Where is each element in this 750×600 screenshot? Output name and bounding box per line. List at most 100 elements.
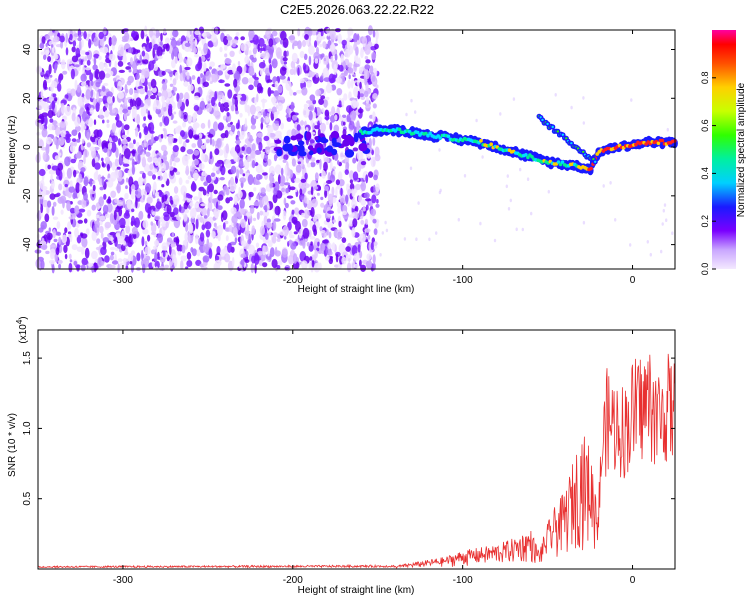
noise-speckle <box>89 107 94 115</box>
noise-speckle <box>235 110 240 115</box>
noise-speckle <box>323 57 327 62</box>
noise-speckle <box>108 53 116 61</box>
faint-speckle <box>570 105 573 110</box>
noise-speckle <box>250 263 254 274</box>
noise-speckle <box>184 66 191 71</box>
noise-speckle <box>154 240 159 246</box>
noise-speckle <box>154 215 161 221</box>
noise-speckle <box>248 77 254 84</box>
noise-speckle <box>74 64 80 68</box>
noise-speckle <box>107 177 114 181</box>
noise-speckle <box>370 242 374 251</box>
noise-speckle <box>60 40 64 49</box>
noise-speckle <box>282 159 287 164</box>
noise-speckle <box>60 103 65 107</box>
noise-speckle <box>183 202 189 210</box>
noise-speckle <box>308 110 313 121</box>
noise-speckle <box>75 152 82 159</box>
noise-speckle <box>314 172 319 182</box>
faint-speckle <box>384 220 387 225</box>
noise-speckle <box>248 84 254 91</box>
noise-speckle <box>173 157 181 163</box>
noise-speckle <box>40 221 47 230</box>
noise-speckle <box>265 117 270 123</box>
noise-speckle <box>352 171 359 181</box>
noise-speckle <box>290 200 296 205</box>
noise-speckle <box>70 88 76 97</box>
noise-speckle <box>142 219 149 229</box>
noise-speckle <box>134 190 139 195</box>
noise-speckle <box>60 59 66 70</box>
noise-speckle <box>289 89 293 96</box>
noise-speckle <box>150 221 154 226</box>
noise-speckle <box>95 202 100 208</box>
noise-speckle <box>258 141 263 152</box>
noise-speckle <box>172 29 179 38</box>
noise-speckle <box>375 183 380 193</box>
noise-speckle <box>109 231 116 236</box>
spectrogram-y-tick-label: -20 <box>22 188 33 203</box>
noise-speckle <box>259 225 265 236</box>
noise-speckle <box>77 37 82 42</box>
noise-speckle <box>320 202 325 208</box>
faint-speckle <box>403 237 407 241</box>
noise-speckle <box>190 247 194 253</box>
noise-speckle <box>74 116 81 127</box>
noise-speckle <box>324 189 328 198</box>
noise-speckle <box>141 249 144 261</box>
noise-speckle <box>83 30 87 40</box>
noise-speckle <box>66 58 74 65</box>
noise-speckle <box>303 209 310 219</box>
noise-speckle <box>52 216 59 220</box>
noise-speckle <box>116 243 123 249</box>
noise-speckle <box>277 102 283 111</box>
noise-speckle <box>211 74 218 83</box>
noise-speckle <box>136 69 143 74</box>
noise-speckle <box>235 32 240 37</box>
noise-speckle <box>57 83 62 92</box>
noise-speckle <box>182 121 187 128</box>
noise-speckle <box>323 55 330 65</box>
noise-speckle <box>193 95 200 100</box>
noise-speckle <box>299 120 305 126</box>
noise-speckle <box>63 244 68 254</box>
noise-speckle <box>259 210 264 216</box>
noise-speckle <box>359 93 364 98</box>
noise-speckle <box>152 174 156 180</box>
noise-speckle <box>106 96 113 104</box>
noise-speckle <box>153 99 161 107</box>
noise-speckle <box>203 62 207 72</box>
noise-speckle <box>91 133 95 138</box>
snr-scale-exponent: 4 <box>15 319 24 324</box>
noise-speckle <box>110 190 117 198</box>
noise-speckle <box>295 89 303 94</box>
faint-speckle <box>506 174 509 178</box>
noise-speckle <box>279 66 287 76</box>
spectrogram-frame <box>37 29 676 270</box>
noise-speckle <box>319 158 322 170</box>
noise-speckle <box>217 122 224 131</box>
noise-speckle <box>356 120 360 131</box>
noise-speckle <box>373 241 378 246</box>
track-blob <box>283 135 291 144</box>
noise-speckle <box>310 241 313 246</box>
noise-speckle <box>345 246 351 252</box>
noise-speckle <box>161 184 165 188</box>
noise-speckle <box>218 93 221 103</box>
noise-speckle <box>203 181 208 186</box>
noise-speckle <box>192 172 200 180</box>
noise-speckle <box>329 256 333 261</box>
spectrogram-y-tick-label: 20 <box>22 92 33 104</box>
noise-speckle <box>122 240 126 246</box>
noise-speckle <box>64 253 68 260</box>
noise-speckle <box>173 256 178 268</box>
noise-speckle <box>127 154 130 160</box>
noise-speckle <box>84 247 90 259</box>
faint-speckle <box>530 211 533 216</box>
noise-speckle <box>229 50 235 57</box>
snr-x-axis-label: Height of straight line (km) <box>298 585 415 596</box>
noise-speckle <box>332 166 336 170</box>
noise-speckle <box>92 64 98 71</box>
noise-speckle <box>198 47 201 52</box>
noise-speckle <box>263 215 268 226</box>
